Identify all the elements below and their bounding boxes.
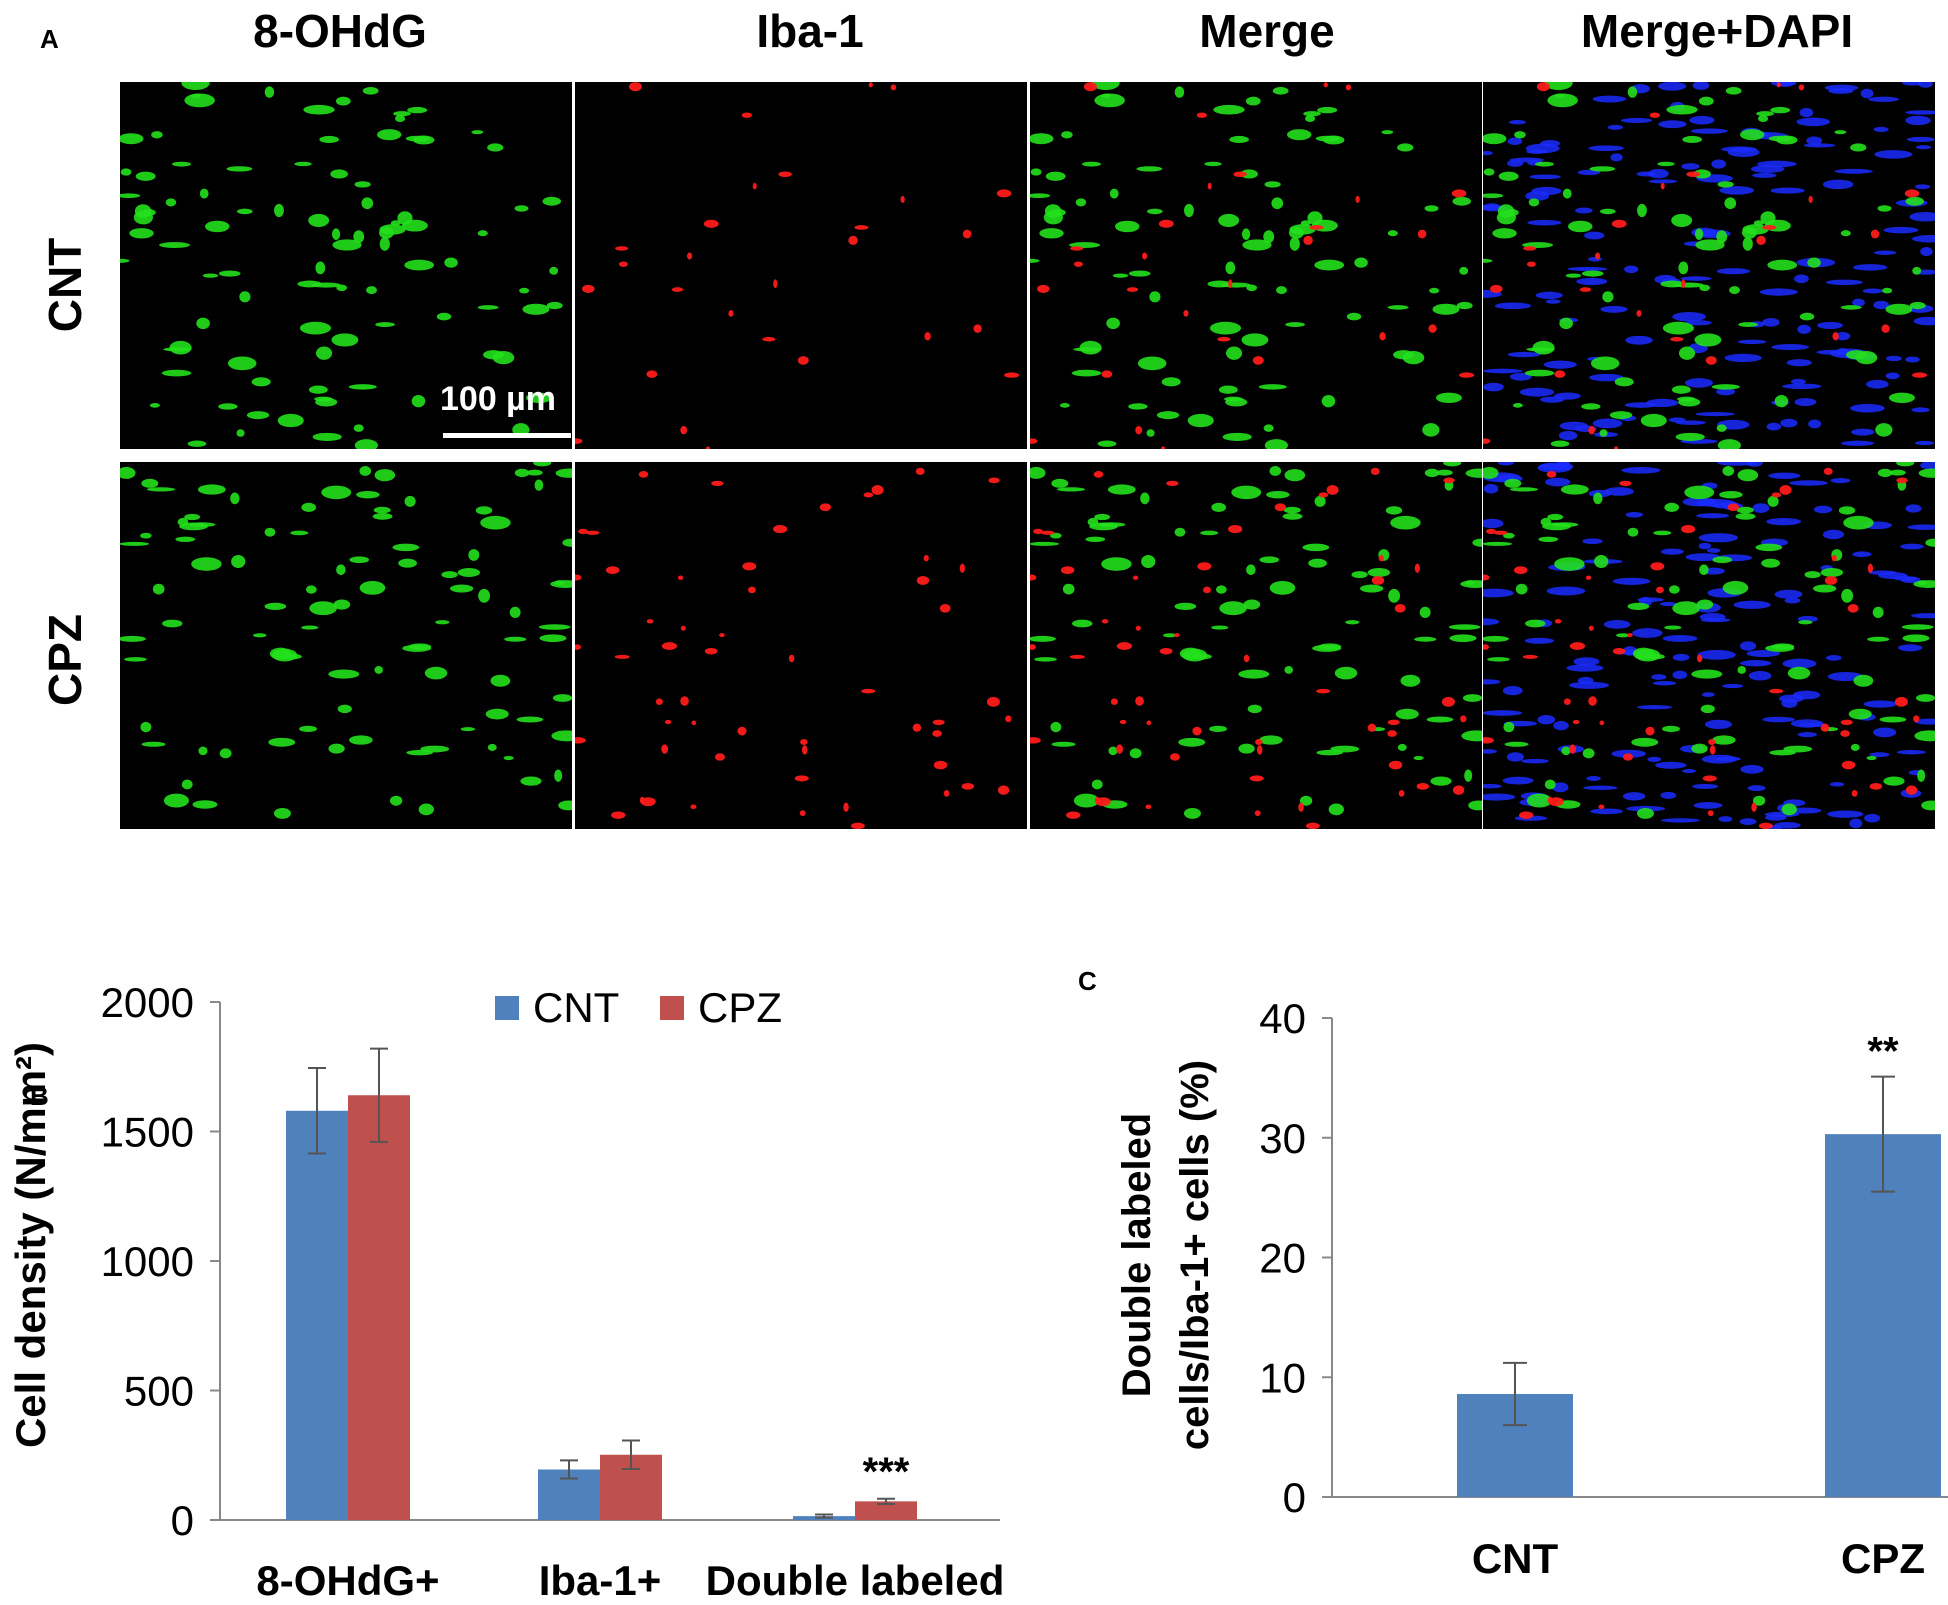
chart-b-y-tick-label: 1000 — [101, 1238, 194, 1285]
chart-c-y-tick-label: 10 — [1259, 1354, 1306, 1401]
chart-b-legend-label: CPZ — [698, 984, 782, 1031]
column-header-iba1: Iba-1 — [756, 5, 864, 57]
column-header-8ohdg: 8-OHdG — [253, 5, 427, 57]
micrograph-cnt-merge — [1030, 82, 1482, 449]
micrograph-cpz-merge — [1030, 462, 1482, 829]
chart-b-bar-cpz — [855, 1501, 917, 1520]
micrograph-cpz-merge-dapi — [1483, 462, 1935, 829]
chart-c-y-tick-label: 0 — [1283, 1474, 1306, 1521]
chart-b-bar-cnt — [538, 1469, 600, 1520]
chart-b-bar-cnt — [793, 1516, 855, 1520]
chart-c-significance: ** — [1867, 1030, 1899, 1074]
panel-a-letter: A — [40, 24, 59, 54]
chart-b-bar-cpz — [600, 1454, 662, 1520]
chart-c-bar-cpz — [1825, 1134, 1941, 1497]
chart-b-bar-cpz — [348, 1095, 410, 1520]
scale-bar — [443, 433, 571, 438]
scale-bar-label: 100 µm — [440, 380, 556, 418]
chart-c-category-label: CPZ — [1841, 1535, 1925, 1582]
chart-b-y-tick-label: 1500 — [101, 1109, 194, 1156]
chart-c-y-axis-label-line2: cells/Iba-1+ cells (%) — [1173, 1060, 1217, 1450]
chart-b-legend-swatch-cnt — [495, 996, 519, 1020]
chart-b-y-tick-label: 0 — [171, 1497, 194, 1544]
chart-b-y-tick-label: 2000 — [101, 979, 194, 1026]
chart-c-bar-cnt — [1457, 1394, 1573, 1497]
panel-b-letter: B — [30, 1081, 49, 1111]
chart-c-y-tick-label: 30 — [1259, 1115, 1306, 1162]
micrograph-cpz-8ohdg — [120, 462, 572, 829]
row-header-cpz: CPZ — [39, 614, 91, 706]
row-header-cnt: CNT — [39, 237, 91, 333]
panel-c-letter: C — [1078, 966, 1097, 996]
micrograph-cnt-merge-dapi — [1483, 82, 1935, 449]
chart-b-legend-swatch-cpz — [660, 996, 684, 1020]
chart-b-bar-cnt — [286, 1110, 348, 1520]
chart-b-y-axis-label: Cell density (N/mm²) — [7, 1042, 54, 1448]
column-header-merge: Merge — [1199, 5, 1335, 57]
chart-b-y-tick-label: 500 — [124, 1368, 194, 1415]
column-header-merge-dapi: Merge+DAPI — [1580, 5, 1854, 57]
chart-b-category-label: Iba-1+ — [539, 1557, 662, 1604]
micrograph-cnt-8ohdg — [120, 82, 572, 449]
chart-c-category-label: CNT — [1472, 1535, 1559, 1582]
micrograph-cpz-iba1 — [575, 462, 1027, 829]
chart-c-y-tick-label: 40 — [1259, 995, 1306, 1042]
chart-c-y-axis-label-line1: Double labeled — [1115, 1113, 1159, 1398]
chart-b-significance: *** — [863, 1450, 910, 1494]
chart-b-category-label: Double labeled — [706, 1557, 1005, 1604]
chart-c-y-tick-label: 20 — [1259, 1235, 1306, 1282]
micrograph-cnt-iba1 — [575, 82, 1027, 449]
chart-b-category-label: 8-OHdG+ — [256, 1557, 439, 1604]
chart-b-legend-label: CNT — [533, 984, 619, 1031]
